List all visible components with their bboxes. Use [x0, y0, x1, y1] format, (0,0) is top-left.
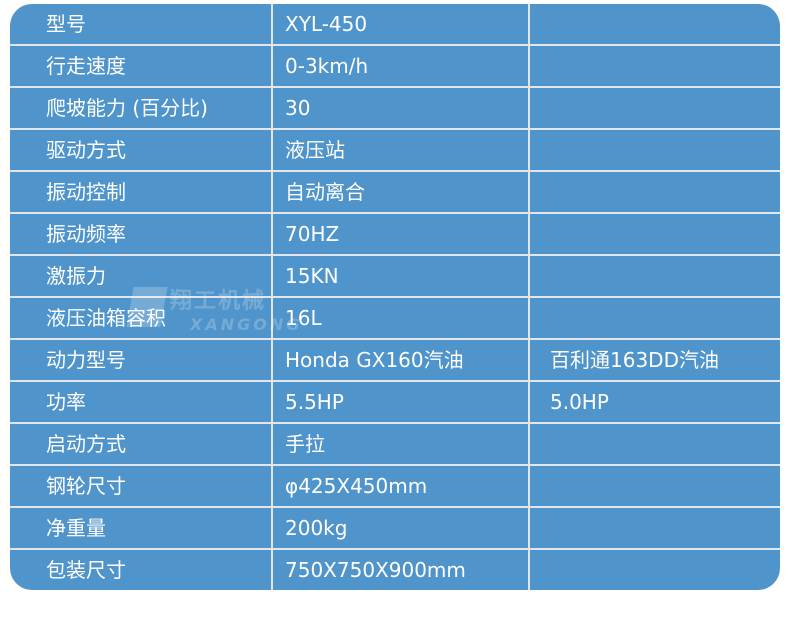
spec-value-alt — [530, 550, 780, 590]
spec-value-alt — [530, 172, 780, 212]
table-row: 钢轮尺寸 φ425X450mm — [10, 466, 780, 508]
spec-label: 振动控制 — [10, 172, 273, 212]
spec-value-alt: 5.0HP — [550, 390, 609, 414]
spec-value-alt: 百利通163DD汽油 — [550, 348, 719, 372]
spec-value: 5.5HP — [273, 382, 530, 422]
table-row: 启动方式 手拉 — [10, 424, 780, 466]
table-row: 驱动方式 液压站 — [10, 130, 780, 172]
spec-label: 功率 — [10, 382, 273, 422]
table-row: 液压油箱容积 16L — [10, 298, 780, 340]
spec-value-alt — [530, 424, 780, 464]
spec-value: 自动离合 — [273, 172, 530, 212]
spec-value: XYL-450 — [273, 4, 530, 44]
spec-label: 爬坡能力 (百分比) — [10, 88, 273, 128]
spec-value-alt — [530, 508, 780, 548]
spec-label: 激振力 — [10, 256, 273, 296]
spec-value-alt — [530, 214, 780, 254]
spec-label: 行走速度 — [10, 46, 273, 86]
spec-value-alt — [530, 256, 780, 296]
spec-value-alt — [530, 466, 780, 506]
spec-label: 型号 — [10, 4, 273, 44]
spec-value: 液压站 — [273, 130, 530, 170]
spec-label: 包装尺寸 — [10, 550, 273, 590]
spec-label: 钢轮尺寸 — [10, 466, 273, 506]
spec-label: 振动频率 — [10, 214, 273, 254]
spec-label: 驱动方式 — [10, 130, 273, 170]
spec-value: Honda GX160汽油 — [273, 340, 530, 380]
table-row: 振动控制 自动离合 — [10, 172, 780, 214]
spec-label: 液压油箱容积 — [10, 298, 273, 338]
table-row: 净重量 200kg — [10, 508, 780, 550]
spec-value: 15KN — [273, 256, 530, 296]
spec-value-alt — [530, 88, 780, 128]
table-row: 振动频率 70HZ — [10, 214, 780, 256]
spec-value: 70HZ — [273, 214, 530, 254]
spec-label: 动力型号 — [10, 340, 273, 380]
spec-value: 750X750X900mm — [273, 550, 530, 590]
table-row: 爬坡能力 (百分比) 30 — [10, 88, 780, 130]
spec-value: 0-3km/h — [273, 46, 530, 86]
spec-value: 200kg — [273, 508, 530, 548]
spec-value-alt — [530, 298, 780, 338]
spec-label: 净重量 — [10, 508, 273, 548]
table-row: 功率 5.5HP 5.0HP — [10, 382, 780, 424]
spec-table: 型号 XYL-450 行走速度 0-3km/h 爬坡能力 (百分比) 30 驱动方式 液压站振… — [10, 4, 780, 590]
spec-value-alt — [530, 46, 780, 86]
table-row: 动力型号 Honda GX160汽油 百利通163DD汽油 — [10, 340, 780, 382]
spec-value: 30 — [273, 88, 530, 128]
spec-value: 16L — [273, 298, 530, 338]
spec-value-alt — [530, 130, 780, 170]
table-row: 包装尺寸 750X750X900mm — [10, 550, 780, 590]
spec-value-alt — [530, 4, 780, 44]
spec-value: 手拉 — [273, 424, 530, 464]
spec-label: 启动方式 — [10, 424, 273, 464]
table-row: 型号 XYL-450 — [10, 4, 780, 46]
table-row: 行走速度 0-3km/h — [10, 46, 780, 88]
table-row: 激振力 15KN — [10, 256, 780, 298]
spec-value: φ425X450mm — [273, 466, 530, 506]
